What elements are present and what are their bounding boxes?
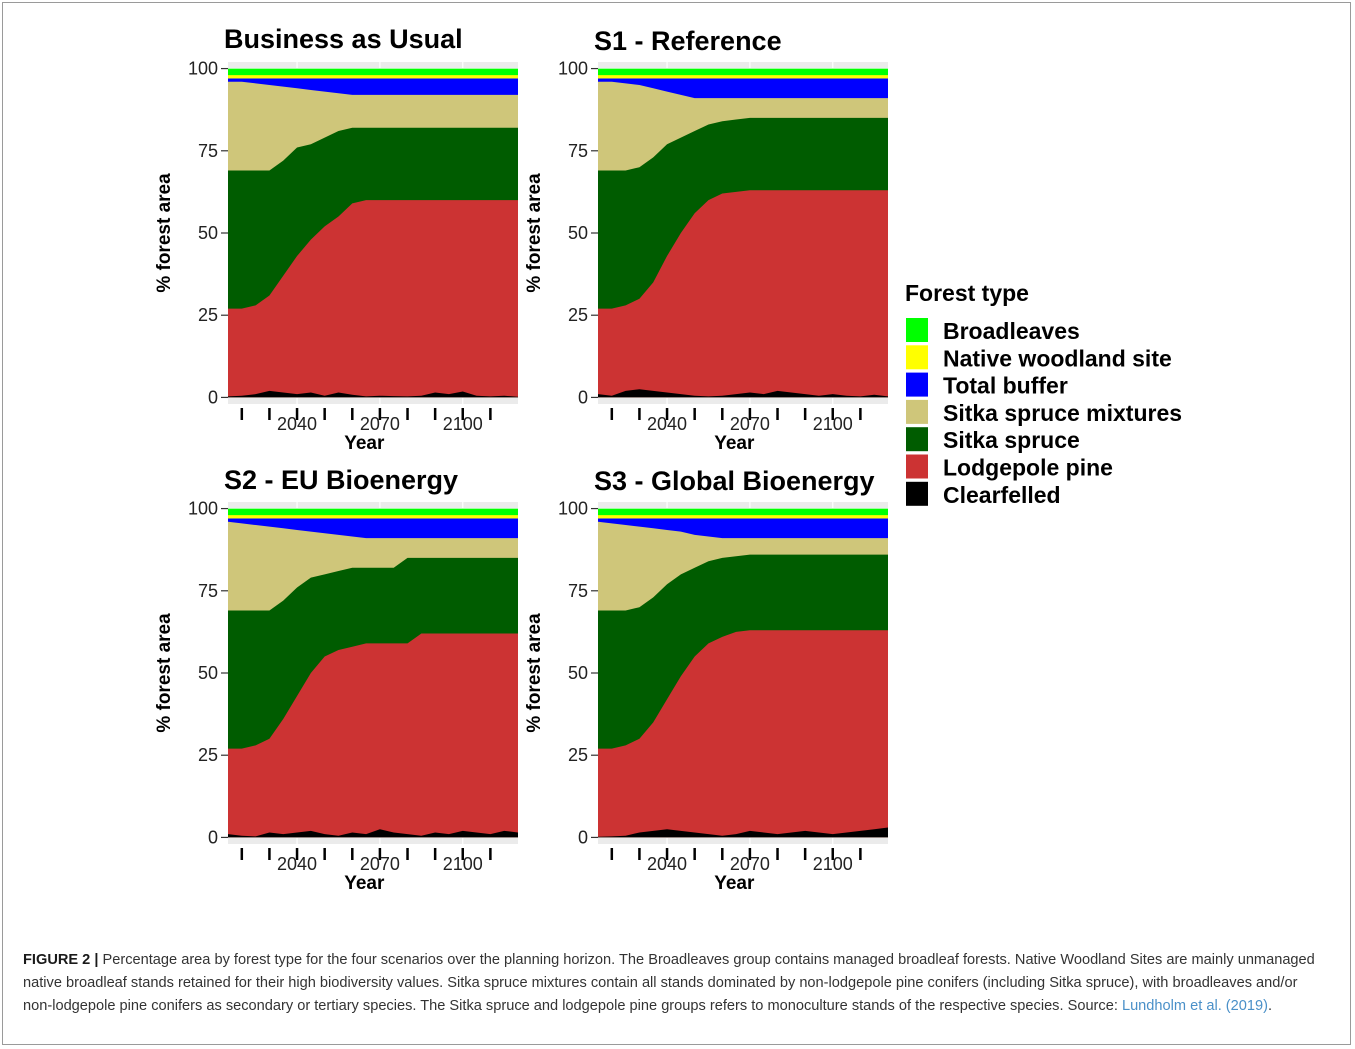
x-tick-label: 2040 — [277, 414, 317, 434]
legend-label-total-buffer: Total buffer — [943, 373, 1068, 399]
area-lodgepole-pine — [228, 200, 518, 398]
x-tick-label: 2100 — [813, 414, 853, 434]
x-tick-label: 2100 — [443, 414, 483, 434]
y-tick-label: 50 — [568, 663, 588, 683]
x-tick-label: 2070 — [360, 414, 400, 434]
figure-caption: FIGURE 2 | Percentage area by forest typ… — [23, 949, 1328, 1018]
y-axis-title: % forest area — [524, 613, 545, 733]
x-tick-label: 2040 — [647, 414, 687, 434]
legend-title: Forest type — [905, 280, 1029, 306]
panel-title: Business as Usual — [224, 24, 463, 54]
y-axis-title: % forest area — [154, 613, 175, 733]
x-axis-title: Year — [344, 873, 385, 894]
x-axis-title: Year — [344, 433, 385, 454]
legend-swatch-sitka-spruce — [906, 427, 928, 452]
x-tick-label: 2070 — [730, 414, 770, 434]
legend-label-sitka-spruce: Sitka spruce — [943, 427, 1080, 453]
y-tick-label: 0 — [208, 827, 218, 847]
legend-swatch-total-buffer — [906, 372, 928, 397]
caption-text: Percentage area by forest type for the f… — [23, 952, 1315, 1014]
y-tick-label: 75 — [198, 141, 218, 161]
legend-label-lodgepole-pine: Lodgepole pine — [943, 455, 1113, 481]
y-axis-title: % forest area — [524, 173, 545, 293]
legend-label-clearfelled: Clearfelled — [943, 482, 1061, 508]
legend-swatch-broadleaves — [906, 318, 928, 342]
panel-s2-eu-bioenergy: 0 25 50 75 100 2040 2070 2100 Year % forest area S… — [154, 465, 518, 894]
area-lodgepole-pine — [598, 190, 888, 398]
legend-swatch-native-woodland-site — [906, 345, 928, 370]
y-tick-label: 75 — [568, 141, 588, 161]
y-tick-label: 100 — [188, 59, 218, 79]
area-lodgepole-pine — [228, 633, 518, 838]
y-tick-label: 75 — [198, 581, 218, 601]
y-tick-label: 25 — [198, 305, 218, 325]
x-tick-label: 2070 — [730, 854, 770, 874]
x-tick-label: 2100 — [443, 854, 483, 874]
legend-swatch-sitka-spruce-mixtures — [906, 399, 928, 424]
y-tick-label: 0 — [578, 827, 588, 847]
y-axis-title: % forest area — [154, 173, 175, 293]
y-tick-label: 75 — [568, 581, 588, 601]
y-tick-label: 100 — [558, 499, 588, 519]
panel-s1-reference: 0 25 50 75 100 2040 2070 2100 Year % forest area S… — [524, 26, 888, 454]
y-tick-label: 0 — [208, 387, 218, 407]
x-tick-label: 2100 — [813, 854, 853, 874]
caption-label: FIGURE 2 | — [23, 952, 99, 968]
caption-source-link[interactable]: Lundholm et al. (2019) — [1121, 998, 1268, 1014]
area-clearfelled — [228, 390, 518, 398]
legend-label-broadleaves: Broadleaves — [943, 318, 1080, 344]
y-tick-label: 50 — [568, 223, 588, 243]
area-clearfelled — [598, 389, 888, 398]
area-clearfelled — [228, 829, 518, 838]
y-tick-label: 0 — [578, 387, 588, 407]
y-tick-label: 25 — [568, 305, 588, 325]
area-lodgepole-pine — [598, 630, 888, 838]
legend-label-sitka-spruce-mixtures: Sitka spruce mixtures — [943, 400, 1182, 426]
y-tick-label: 25 — [198, 745, 218, 765]
panel-s3-global-bioenergy: 0 25 50 75 100 2040 2070 2100 Year % forest area S… — [524, 466, 888, 894]
area-clearfelled — [598, 827, 888, 838]
y-tick-label: 50 — [198, 223, 218, 243]
y-tick-label: 100 — [558, 59, 588, 79]
legend-swatch-lodgepole-pine — [906, 454, 928, 479]
legend-label-native-woodland-site: Native woodland site — [943, 345, 1172, 371]
y-tick-label: 100 — [188, 499, 218, 519]
x-tick-label: 2040 — [277, 854, 317, 874]
panel-title: S3 - Global Bioenergy — [594, 466, 875, 496]
figure-chart-area: 0 25 50 75 100 2040 2070 2100 Year % forest area B… — [154, 24, 1182, 894]
y-tick-label: 50 — [198, 663, 218, 683]
x-axis-title: Year — [714, 873, 755, 894]
x-tick-label: 2070 — [360, 854, 400, 874]
panel-title: S2 - EU Bioenergy — [224, 465, 458, 495]
panel-business-as-usual: 0 25 50 75 100 2040 2070 2100 Year % forest area B… — [154, 24, 518, 454]
panel-title: S1 - Reference — [594, 26, 782, 56]
x-axis-title: Year — [714, 433, 755, 454]
x-tick-label: 2040 — [647, 854, 687, 874]
y-tick-label: 25 — [568, 745, 588, 765]
caption-end: . — [1267, 998, 1273, 1014]
legend-swatch-clearfelled — [906, 481, 928, 506]
